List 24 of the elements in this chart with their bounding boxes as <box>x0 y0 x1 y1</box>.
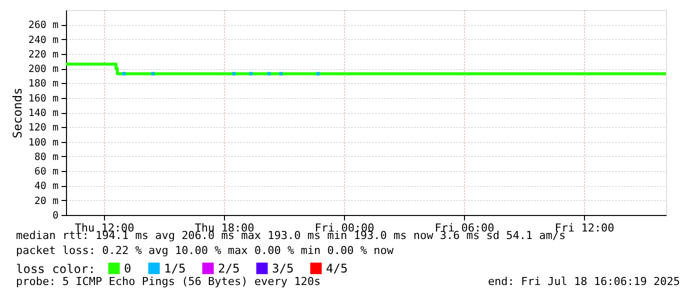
legend-label: 1/5 <box>164 261 186 276</box>
text: end: Fri Jul 18 16:06:19 2025 <box>488 275 680 288</box>
y-tick-label: 240 m <box>28 34 58 46</box>
y-tick-label: 160 m <box>28 93 58 104</box>
text: probe: 5 ICMP Echo Pings (56 Bytes) every 120s <box>16 275 321 288</box>
y-tick-label: 100 m <box>28 137 58 148</box>
legend-title: loss color: <box>16 262 96 276</box>
y-tick-label: 180 m <box>28 78 58 90</box>
y-tick-label: 60 m <box>34 166 58 178</box>
y-tick-label: 260 m <box>28 20 58 32</box>
y-tick-label: 20 m <box>34 196 58 207</box>
text: packet loss: 0.22 % avg 10.00 % max 0.00 % min 0.00 % now <box>16 244 394 257</box>
y-tick-label: 200 m <box>28 64 58 76</box>
legend-label: 2/5 <box>218 261 240 276</box>
y-tick-label: 80 m <box>34 152 58 163</box>
y-tick-label: 220 m <box>28 49 58 60</box>
y-tick-label: 120 m <box>28 122 58 134</box>
legend-label: 3/5 <box>272 261 294 276</box>
y-tick-label: 40 m <box>34 181 58 192</box>
legend-label: 4/5 <box>326 261 348 276</box>
y-tick-label: 0 <box>52 210 58 222</box>
y-tick-label: 140 m <box>28 108 58 119</box>
y-axis-title: Seconds <box>10 88 24 138</box>
legend-label: 0 <box>124 261 132 276</box>
